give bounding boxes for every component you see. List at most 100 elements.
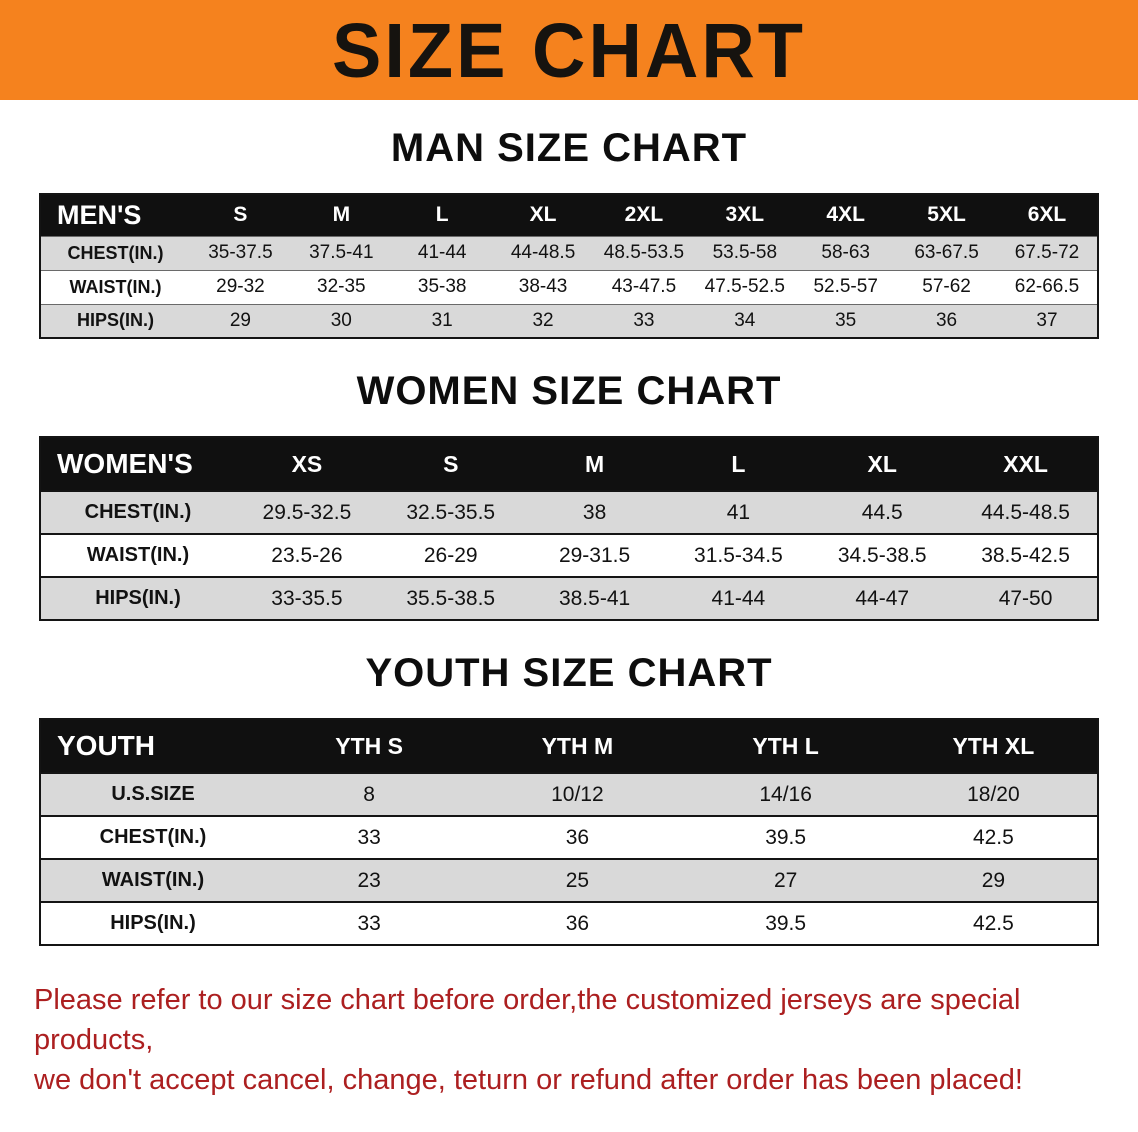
row-label: HIPS(IN.) bbox=[40, 902, 265, 945]
size-value: 58-63 bbox=[795, 236, 897, 270]
size-value: 47-50 bbox=[954, 577, 1098, 620]
size-value: 42.5 bbox=[889, 816, 1098, 859]
size-chart-section: YOUTH SIZE CHART YOUTH YTH S YTH M YTH L YTH … bbox=[0, 651, 1138, 946]
size-value: 48.5-53.5 bbox=[593, 236, 695, 270]
size-column-header: XL bbox=[492, 194, 594, 236]
size-value: 38.5-42.5 bbox=[954, 534, 1098, 577]
size-column-header: YTH M bbox=[473, 719, 682, 773]
size-value: 36 bbox=[896, 304, 997, 338]
size-column-header: 2XL bbox=[593, 194, 695, 236]
footer-note-line-1: Please refer to our size chart before or… bbox=[34, 984, 1021, 1056]
section-heading: WOMEN SIZE CHART bbox=[356, 369, 782, 413]
size-value: 29-32 bbox=[190, 270, 291, 304]
size-value: 62-66.5 bbox=[997, 270, 1098, 304]
table-row: WAIST(IN.) 29-32 32-35 35-38 38-43 43-47.5 47.… bbox=[40, 270, 1098, 304]
size-value: 33 bbox=[265, 816, 474, 859]
size-value: 8 bbox=[265, 773, 474, 816]
size-value: 44-48.5 bbox=[492, 236, 594, 270]
size-value: 33 bbox=[265, 902, 474, 945]
size-value: 44-47 bbox=[810, 577, 955, 620]
size-value: 27 bbox=[681, 859, 890, 902]
table-header-row: MEN'S S M L XL 2XL 3XL 4XL 5XL 6XL bbox=[40, 194, 1098, 236]
row-label: WAIST(IN.) bbox=[40, 534, 235, 577]
table-row: HIPS(IN.) 33-35.5 35.5-38.5 38.5-41 41-44 44-… bbox=[40, 577, 1098, 620]
size-value: 14/16 bbox=[681, 773, 890, 816]
size-table: WOMEN'S XS S M L XL XXL CHEST(IN.) 29.5-32.5 32.5… bbox=[39, 436, 1099, 621]
size-value: 35-37.5 bbox=[190, 236, 291, 270]
size-column-header: 4XL bbox=[795, 194, 897, 236]
size-value: 32 bbox=[492, 304, 594, 338]
size-value: 41 bbox=[666, 491, 811, 534]
size-value: 41-44 bbox=[666, 577, 811, 620]
size-value: 36 bbox=[473, 816, 682, 859]
size-column-header: 6XL bbox=[997, 194, 1098, 236]
row-label: U.S.SIZE bbox=[40, 773, 265, 816]
row-label: CHEST(IN.) bbox=[40, 491, 235, 534]
table-row: WAIST(IN.) 23 25 27 29 bbox=[40, 859, 1098, 902]
size-value: 29 bbox=[889, 859, 1098, 902]
size-value: 38.5-41 bbox=[522, 577, 667, 620]
size-value: 25 bbox=[473, 859, 682, 902]
size-value: 10/12 bbox=[473, 773, 682, 816]
row-label: WAIST(IN.) bbox=[40, 270, 190, 304]
size-value: 57-62 bbox=[896, 270, 997, 304]
row-label: WAIST(IN.) bbox=[40, 859, 265, 902]
size-value: 35-38 bbox=[391, 270, 493, 304]
size-value: 35 bbox=[795, 304, 897, 338]
size-value: 23 bbox=[265, 859, 474, 902]
table-row: WAIST(IN.) 23.5-26 26-29 29-31.5 31.5-34.5 34… bbox=[40, 534, 1098, 577]
size-value: 43-47.5 bbox=[593, 270, 695, 304]
size-value: 44.5 bbox=[810, 491, 955, 534]
size-value: 29 bbox=[190, 304, 291, 338]
table-title-cell: YOUTH bbox=[40, 719, 265, 773]
size-column-header: M bbox=[290, 194, 392, 236]
row-label: CHEST(IN.) bbox=[40, 236, 190, 270]
size-value: 41-44 bbox=[391, 236, 493, 270]
size-chart-page: SIZE CHART MAN SIZE CHART MEN'S S M L XL 2XL 3X… bbox=[0, 0, 1138, 1100]
size-value: 37.5-41 bbox=[290, 236, 392, 270]
size-chart-sections: MAN SIZE CHART MEN'S S M L XL 2XL 3XL 4XL 5XL 6XL C… bbox=[0, 126, 1138, 946]
size-column-header: 5XL bbox=[896, 194, 997, 236]
size-value: 34 bbox=[694, 304, 796, 338]
size-value: 38-43 bbox=[492, 270, 594, 304]
size-column-header: 3XL bbox=[694, 194, 796, 236]
size-value: 37 bbox=[997, 304, 1098, 338]
size-value: 67.5-72 bbox=[997, 236, 1098, 270]
table-row: CHEST(IN.) 29.5-32.5 32.5-35.5 38 41 44.5 44.5… bbox=[40, 491, 1098, 534]
size-chart-section: WOMEN SIZE CHART WOMEN'S XS S M L XL XXL CHEST(I… bbox=[0, 369, 1138, 621]
size-value: 18/20 bbox=[889, 773, 1098, 816]
size-column-header: L bbox=[666, 437, 811, 491]
footer-note: Please refer to our size chart before or… bbox=[34, 980, 1104, 1100]
footer-note-line-2: we don't accept cancel, change, teturn o… bbox=[34, 1064, 1023, 1096]
size-column-header: S bbox=[378, 437, 523, 491]
size-value: 32.5-35.5 bbox=[378, 491, 523, 534]
size-value: 63-67.5 bbox=[896, 236, 997, 270]
size-value: 39.5 bbox=[681, 902, 890, 945]
size-value: 38 bbox=[522, 491, 667, 534]
size-value: 29.5-32.5 bbox=[235, 491, 379, 534]
row-label: HIPS(IN.) bbox=[40, 577, 235, 620]
size-column-header: XS bbox=[235, 437, 379, 491]
size-value: 33-35.5 bbox=[235, 577, 379, 620]
table-row: CHEST(IN.) 35-37.5 37.5-41 41-44 44-48.5 48.5… bbox=[40, 236, 1098, 270]
size-value: 32-35 bbox=[290, 270, 392, 304]
size-column-header: YTH L bbox=[681, 719, 890, 773]
size-value: 31 bbox=[391, 304, 493, 338]
size-table: YOUTH YTH S YTH M YTH L YTH XL U.S.SIZE 8 10/12… bbox=[39, 718, 1099, 946]
size-chart-section: MAN SIZE CHART MEN'S S M L XL 2XL 3XL 4XL 5XL 6XL C… bbox=[0, 126, 1138, 339]
table-row: HIPS(IN.) 29 30 31 32 33 34 35 36 37 bbox=[40, 304, 1098, 338]
size-value: 44.5-48.5 bbox=[954, 491, 1098, 534]
size-table: MEN'S S M L XL 2XL 3XL 4XL 5XL 6XL CHEST(IN.) 35-37… bbox=[39, 193, 1099, 339]
size-value: 26-29 bbox=[378, 534, 523, 577]
table-header-row: YOUTH YTH S YTH M YTH L YTH XL bbox=[40, 719, 1098, 773]
section-heading: YOUTH SIZE CHART bbox=[365, 651, 773, 695]
size-column-header: M bbox=[522, 437, 667, 491]
size-value: 35.5-38.5 bbox=[378, 577, 523, 620]
size-value: 34.5-38.5 bbox=[810, 534, 955, 577]
size-column-header: YTH S bbox=[265, 719, 474, 773]
table-title-cell: WOMEN'S bbox=[40, 437, 235, 491]
page-title: SIZE CHART bbox=[332, 6, 806, 94]
size-value: 47.5-52.5 bbox=[694, 270, 796, 304]
table-title-cell: MEN'S bbox=[40, 194, 190, 236]
row-label: CHEST(IN.) bbox=[40, 816, 265, 859]
